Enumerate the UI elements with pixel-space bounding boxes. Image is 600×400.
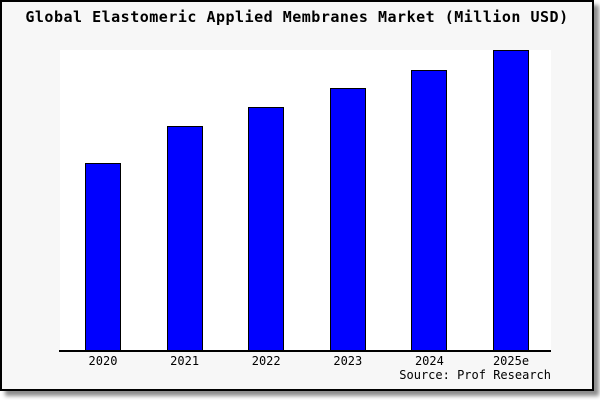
bar-2021 (166, 126, 203, 351)
bar-2022 (248, 107, 285, 351)
x-tick-label-2022: 2022 (251, 354, 281, 368)
bar-2024 (411, 70, 448, 351)
bar-2023 (329, 88, 366, 351)
x-tick-label-2025e: 2025e (492, 354, 530, 368)
plot-area (60, 50, 551, 351)
bar-2025e (493, 50, 529, 351)
x-axis-line (59, 350, 551, 352)
source-note: Source: Prof Research (399, 368, 551, 382)
x-tick-label-2021: 2021 (170, 354, 200, 368)
x-tick-label-2023: 2023 (333, 354, 363, 368)
chart-frame: Global Elastomeric Applied Membranes Mar… (0, 0, 594, 391)
x-tick-label-2024: 2024 (414, 354, 444, 368)
chart-title: Global Elastomeric Applied Membranes Mar… (25, 8, 569, 26)
bar-2020 (85, 163, 121, 351)
x-tick-label-2020: 2020 (88, 354, 118, 368)
